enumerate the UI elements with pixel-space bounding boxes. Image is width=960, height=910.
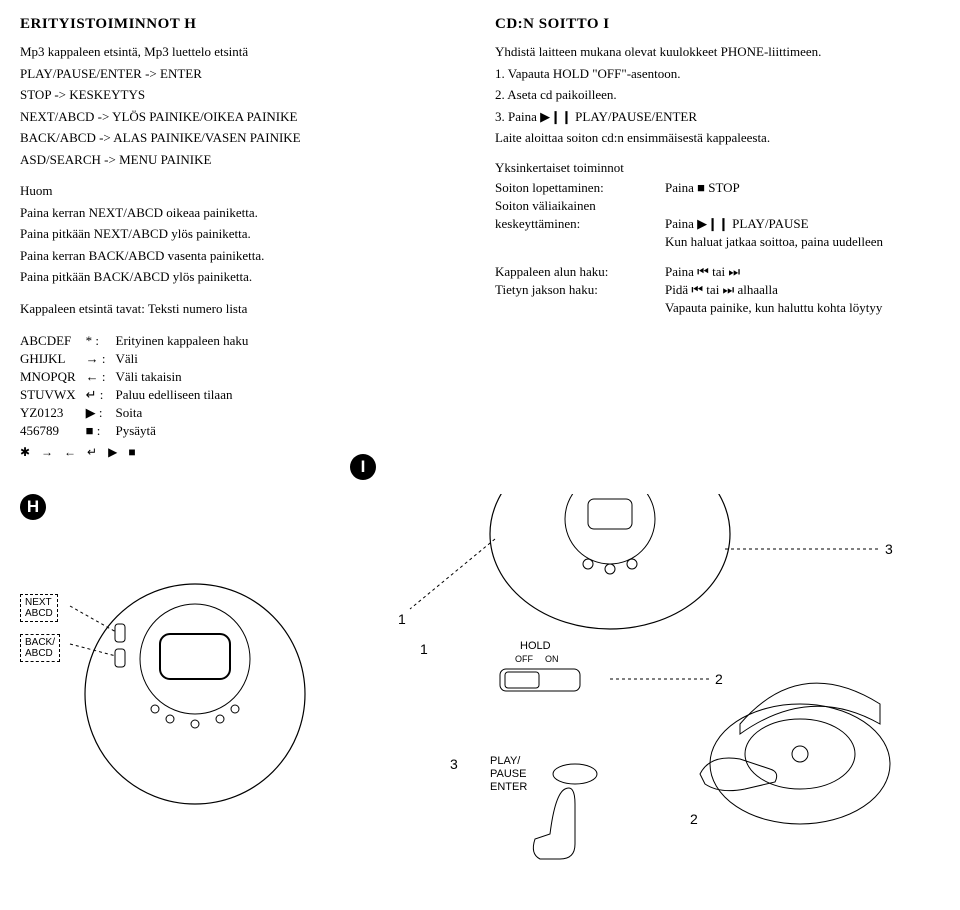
intro-line: PLAY/PAUSE/ENTER -> ENTER [20, 65, 465, 83]
step-line: 2. Aseta cd paikoilleen. [495, 86, 940, 104]
svg-text:ON: ON [545, 654, 559, 664]
svg-text:3: 3 [885, 541, 893, 557]
right-intro: Yhdistä laitteen mukana olevat kuulokkee… [495, 43, 940, 61]
left-title: ERITYISTOIMINNOT H [20, 16, 465, 33]
intro-line: NEXT/ABCD -> YLÖS PAINIKE/OIKEA PAINIKE [20, 108, 465, 126]
search-col-c: Erityinen kappaleen haku [116, 332, 259, 350]
badge-i: I [350, 454, 376, 480]
search-title: Kappaleen etsintä tavat: Teksti numero l… [20, 300, 465, 318]
note-title: Huom [20, 182, 465, 200]
note-line: Paina kerran BACK/ABCD vasenta painikett… [20, 247, 465, 265]
left-intro: Mp3 kappaleen etsintä, Mp3 luettelo etsi… [20, 43, 465, 168]
hold-text: HOLD [520, 640, 551, 652]
intro-line: STOP -> KESKEYTYS [20, 86, 465, 104]
search-col-b: * : [86, 332, 116, 350]
note-line: Paina pitkään NEXT/ABCD ylös painiketta. [20, 225, 465, 243]
note-line: Paina kerran NEXT/ABCD oikeaa painiketta… [20, 204, 465, 222]
simple-title: Yksinkertaiset toiminnot [495, 159, 940, 177]
intro-line: ASD/SEARCH -> MENU PAINIKE [20, 151, 465, 169]
svg-text:PAUSE: PAUSE [490, 768, 526, 780]
search-table: ABCDEF* :Erityinen kappaleen haku GHIJKL… [20, 332, 258, 440]
svg-text:OFF: OFF [515, 654, 533, 664]
svg-text:2: 2 [715, 671, 723, 687]
svg-text:PLAY/: PLAY/ [490, 755, 521, 767]
intro-line: BACK/ABCD -> ALAS PAINIKE/VASEN PAINIKE [20, 129, 465, 147]
badge-h: H [20, 494, 46, 520]
symbol-row: ✱ → ← ↵ ▶ ■ [20, 444, 465, 460]
back-abcd-label: BACK/ ABCD [20, 634, 60, 662]
step-line: 1. Vapauta HOLD "OFF"-asentoon. [495, 65, 940, 83]
right-title: CD:N SOITTO I [495, 16, 940, 33]
svg-text:1: 1 [420, 641, 428, 657]
svg-text:2: 2 [690, 811, 698, 827]
step-line: 3. Paina ▶❙❙ PLAY/PAUSE/ENTER [495, 108, 940, 126]
note-line: Paina pitkään BACK/ABCD ylös painiketta. [20, 268, 465, 286]
intro-line: Mp3 kappaleen etsintä, Mp3 luettelo etsi… [20, 43, 465, 61]
device-h: H NEXT ABCD BACK/ ABCD [20, 494, 320, 824]
device-h-svg [20, 494, 320, 824]
steps-tail: Laite aloittaa soiton cd:n ensimmäisestä… [495, 129, 940, 147]
svg-text:ENTER: ENTER [490, 781, 527, 793]
left-notes: Huom Paina kerran NEXT/ABCD oikeaa paini… [20, 182, 465, 286]
svg-text:3: 3 [450, 756, 458, 772]
svg-text:1: 1 [398, 611, 406, 627]
device-i-svg: 1 3 HOLD OFF ON 1 2 PLAY/ PAUSE ENTER 3 [350, 494, 910, 894]
search-col-a: ABCDEF [20, 332, 86, 350]
device-i: I 1 3 HOLD OFF ON [350, 494, 910, 894]
next-abcd-label: NEXT ABCD [20, 594, 58, 622]
